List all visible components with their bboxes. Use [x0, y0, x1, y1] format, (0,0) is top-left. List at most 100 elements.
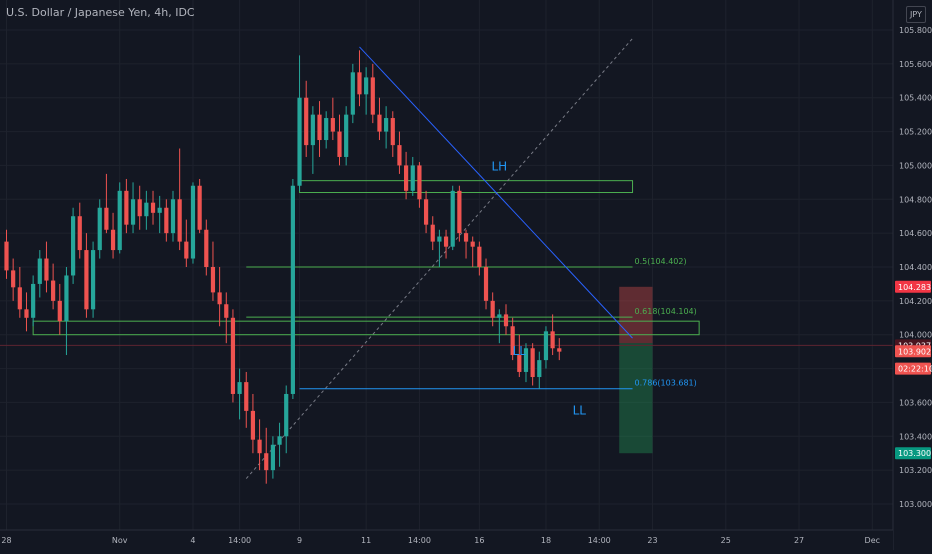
candle-body	[517, 355, 522, 372]
price-axis[interactable]: 103.000103.200103.400103.600103.800104.0…	[892, 0, 932, 550]
candle-body	[537, 360, 542, 378]
time-tick-label: 4	[190, 536, 195, 545]
down-trendline[interactable]	[359, 46, 633, 339]
candle-body	[124, 190, 129, 225]
candle-body	[397, 145, 402, 166]
candle-body	[364, 77, 369, 95]
candle-body	[84, 250, 89, 310]
candle-body	[44, 258, 49, 281]
candle-body	[237, 382, 242, 394]
candle-body	[51, 280, 56, 301]
candle-body	[104, 207, 109, 230]
candle-body	[31, 283, 36, 318]
price-label-badge	[895, 345, 931, 358]
sr-zone-rect[interactable]	[32, 320, 700, 336]
candle-body	[550, 331, 555, 349]
time-tick-label: 28	[1, 536, 11, 545]
candle-body	[377, 114, 382, 132]
price-label-badge	[895, 280, 931, 293]
candle-body	[184, 241, 189, 259]
time-tick-label: Nov	[112, 536, 128, 545]
candles-layer	[4, 50, 562, 484]
candle-body	[24, 309, 29, 318]
price-label-text: 103.902	[898, 347, 931, 356]
candle-body	[350, 72, 355, 115]
candle-body	[317, 114, 322, 141]
candle-body	[57, 300, 62, 322]
candle-body	[477, 246, 482, 267]
time-tick-label: Dec	[865, 536, 880, 545]
price-tick-label: 104.600	[899, 229, 932, 238]
drawing-overlays[interactable]: 0.5(104.402) 0.618(104.104) 0.786(103.681)	[0, 38, 893, 479]
time-tick-label: 23	[647, 536, 657, 545]
candle-body	[37, 258, 42, 284]
candle-body	[197, 185, 202, 230]
time-tick-label: 14:00	[408, 536, 431, 545]
candle-body	[170, 199, 176, 234]
candle-body	[250, 410, 256, 440]
candle-body	[390, 118, 395, 146]
candle-body	[177, 199, 182, 242]
price-tick-label: 104.400	[899, 263, 932, 272]
candle-body	[530, 348, 535, 378]
candle-body	[410, 165, 415, 191]
candle-body	[310, 114, 315, 146]
fib-trend-line[interactable]	[245, 38, 633, 479]
price-tick-label: 105.200	[899, 128, 932, 137]
price-tick-label: 103.200	[899, 466, 932, 475]
candle-body	[443, 236, 449, 247]
position-stop-zone[interactable]	[619, 286, 653, 344]
price-tick-label: 104.800	[899, 195, 932, 204]
candle-body	[304, 97, 309, 146]
candle-body	[257, 439, 262, 454]
time-tick-label: 27	[794, 536, 804, 545]
candle-body	[497, 314, 502, 318]
time-tick-label: 9	[297, 536, 302, 545]
candle-body	[77, 216, 82, 251]
candle-body	[130, 199, 136, 225]
price-label-badge	[895, 447, 931, 460]
price-label-text: 104.283	[898, 283, 931, 292]
time-tick-label: 18	[541, 536, 551, 545]
candle-body	[71, 216, 76, 276]
candle-body	[224, 304, 229, 318]
time-tick-label: 14:00	[588, 536, 611, 545]
price-label-badge	[895, 362, 931, 375]
candle-body	[557, 348, 562, 352]
candle-body	[490, 300, 495, 318]
candle-body	[97, 207, 102, 251]
candle-body	[543, 331, 549, 361]
candle-body	[284, 393, 289, 437]
currency-button[interactable]: JPY	[906, 6, 926, 23]
time-tick-label: 25	[721, 536, 731, 545]
candle-body	[270, 444, 275, 471]
swing-label: LH	[491, 160, 507, 174]
candle-body	[357, 72, 362, 95]
annotations-layer: LH LL LL	[491, 160, 586, 418]
chart-title: U.S. Dollar / Japanese Yen, 4h, IDC	[6, 6, 195, 19]
candle-body	[4, 241, 9, 271]
swing-label: LL	[573, 403, 587, 417]
candle-body	[370, 77, 375, 115]
candle-body	[344, 114, 349, 157]
price-tick-label: 105.400	[899, 94, 932, 103]
candle-body	[17, 287, 22, 310]
candle-body	[297, 97, 302, 186]
candle-body	[264, 453, 269, 471]
candle-body	[437, 236, 442, 242]
price-tick-label: 104.000	[899, 331, 932, 340]
candle-body	[324, 118, 329, 141]
swing-label: LL	[513, 344, 527, 358]
candle-body	[204, 229, 209, 267]
candle-body	[277, 436, 282, 445]
candle-body	[230, 317, 236, 394]
price-label-text: 02:22:10	[898, 365, 932, 374]
price-tick-label: 105.800	[899, 26, 932, 35]
position-target-zone[interactable]	[619, 343, 653, 454]
candle-body	[64, 275, 69, 322]
candle-body	[90, 250, 96, 310]
